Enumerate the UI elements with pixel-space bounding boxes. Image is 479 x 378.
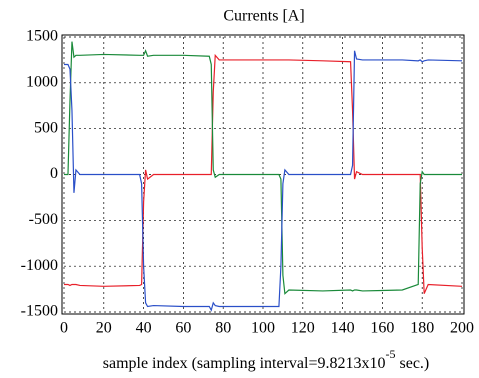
x-axis-label-suffix: sec.) xyxy=(395,355,429,372)
x-tick-label: 40 xyxy=(136,320,152,337)
y-tick-label: -500 xyxy=(29,211,58,228)
plot-frame xyxy=(61,34,465,315)
y-tick-label: -1000 xyxy=(21,257,58,274)
x-tick-label: 120 xyxy=(291,320,315,337)
x-axis-label-text: sample index (sampling interval=9.8213x1… xyxy=(103,355,386,372)
x-tick-label: 180 xyxy=(410,320,434,337)
x-tick-label: 0 xyxy=(60,320,68,337)
x-tick-label: 20 xyxy=(96,320,112,337)
x-tick-label: 160 xyxy=(370,320,394,337)
series-line xyxy=(64,41,462,295)
x-axis-label-exponent: -5 xyxy=(385,347,395,361)
series-line xyxy=(64,50,463,312)
chart-title: Currents [A] xyxy=(223,8,304,25)
x-tick-label: 60 xyxy=(175,320,191,337)
x-tick-label: 200 xyxy=(450,320,474,337)
x-axis-label: sample index (sampling interval=9.8213x1… xyxy=(103,347,430,372)
series-line xyxy=(64,53,463,294)
x-tick-label: 140 xyxy=(331,320,355,337)
y-tick-label: 1500 xyxy=(26,28,58,45)
y-tick-label: -1500 xyxy=(21,303,58,320)
y-tick-label: 500 xyxy=(34,119,58,136)
x-tick-label: 100 xyxy=(251,320,275,337)
y-tick-label: 1000 xyxy=(26,74,58,91)
x-tick-label: 80 xyxy=(215,320,231,337)
y-tick-label: 0 xyxy=(50,165,58,182)
